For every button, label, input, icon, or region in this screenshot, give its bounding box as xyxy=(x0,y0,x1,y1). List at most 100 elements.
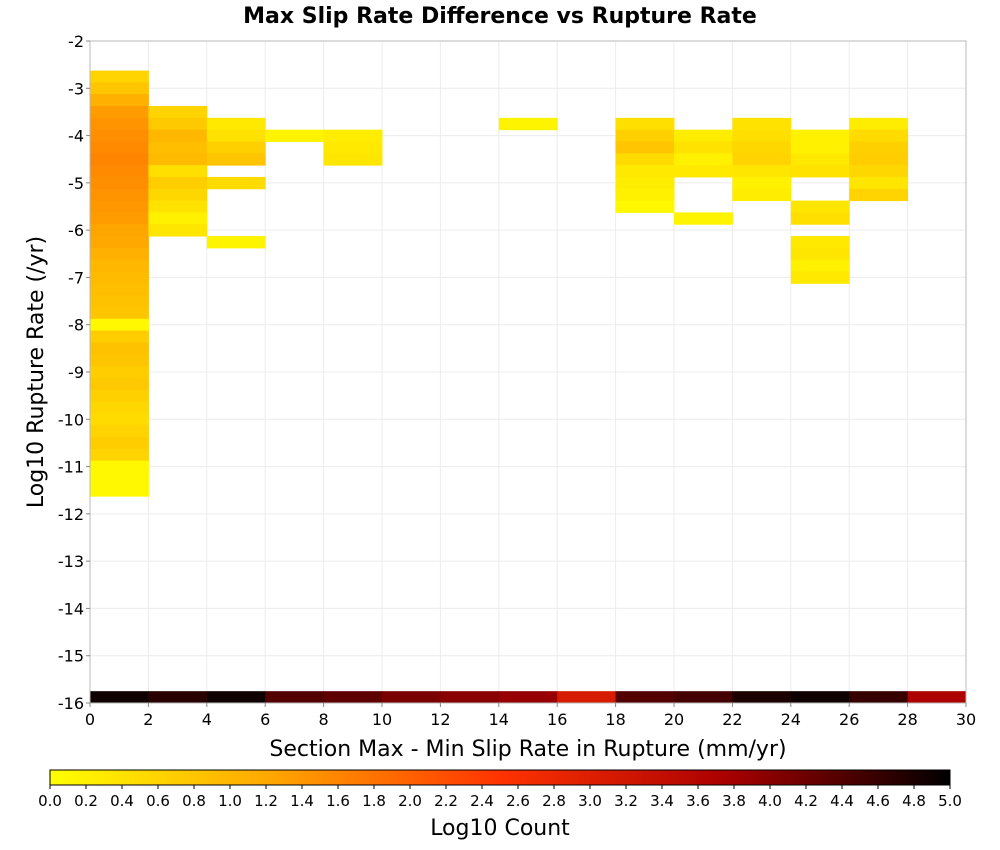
y-tick-label: -15 xyxy=(58,647,84,666)
colorbar-tick-label: 3.4 xyxy=(650,792,674,810)
heatmap-cells xyxy=(90,70,909,497)
heatmap-cell xyxy=(90,82,149,95)
heatmap-cell xyxy=(732,141,792,154)
colorbar-tick-label: 3.2 xyxy=(614,792,638,810)
strip-cell xyxy=(732,691,792,703)
heatmap-cell xyxy=(90,94,149,107)
heatmap-cell xyxy=(674,153,733,166)
y-tick-label: -8 xyxy=(68,316,84,335)
x-tick-labels: 0 2 4 6 8 10 12 14 16 18 20 22 24 26 28 30 xyxy=(85,703,976,729)
heatmap-cell xyxy=(148,224,208,237)
colorbar-tick-label: 4.2 xyxy=(794,792,818,810)
colorbar-tick-label: 2.6 xyxy=(506,792,530,810)
heatmap-cell xyxy=(90,117,149,131)
colorbar xyxy=(49,769,951,786)
heatmap-cell xyxy=(90,448,149,462)
colorbar-tick-label: 1.6 xyxy=(326,792,350,810)
colorbar-tick-label: 1.8 xyxy=(362,792,386,810)
colorbar-tick-label: 3.6 xyxy=(686,792,710,810)
heatmap-cell xyxy=(674,141,733,154)
heatmap-cell xyxy=(90,141,149,154)
colorbar-tick-label: 1.2 xyxy=(254,792,278,810)
chart-title: Max Slip Rate Difference vs Rupture Rate xyxy=(243,4,757,29)
x-tick-label: 18 xyxy=(605,710,625,729)
heatmap-cell xyxy=(90,366,149,379)
strip-cell xyxy=(206,691,266,703)
x-tick-label: 8 xyxy=(319,710,329,729)
heatmap-cell xyxy=(90,176,149,190)
heatmap-cell xyxy=(90,460,149,473)
heatmap-cell xyxy=(90,389,149,403)
heatmap-cell xyxy=(732,188,792,202)
heatmap-cell xyxy=(90,425,149,438)
colorbar-tick-label: 1.0 xyxy=(218,792,242,810)
colorbar-tick-label: 4.6 xyxy=(866,792,890,810)
heatmap-cell xyxy=(90,413,149,426)
heatmap-cell xyxy=(790,247,850,261)
heatmap-cell xyxy=(148,153,208,166)
heatmap-cell xyxy=(90,401,149,414)
colorbar-tick-label: 3.0 xyxy=(578,792,602,810)
colorbar-tick-label: 0.2 xyxy=(74,792,98,810)
y-tick-label: -12 xyxy=(58,505,84,524)
y-tick-label: -14 xyxy=(58,599,84,618)
heatmap-cell xyxy=(90,188,149,202)
heatmap-cell xyxy=(90,354,149,367)
colorbar-tick-label: 2.0 xyxy=(398,792,422,810)
x-tick-label: 16 xyxy=(547,710,567,729)
heatmap-cell xyxy=(615,200,675,213)
heatmap-cell xyxy=(90,259,149,273)
heatmap-cell xyxy=(790,271,850,284)
colorbar-tick-label: 0.6 xyxy=(146,792,170,810)
x-tick-label: 30 xyxy=(956,710,976,729)
heatmap-cell xyxy=(615,176,675,190)
heatmap-cell xyxy=(90,153,149,166)
y-tick-label: -10 xyxy=(58,410,84,429)
heatmap-cell xyxy=(615,188,675,202)
heatmap-cell xyxy=(849,153,909,166)
heatmap-cell xyxy=(206,129,266,142)
heatmap-cell xyxy=(265,129,325,142)
heatmap-cell xyxy=(90,236,149,249)
x-tick-label: 10 xyxy=(372,710,392,729)
colorbar-tick-label: 4.0 xyxy=(758,792,782,810)
heatmap-cell xyxy=(148,141,208,154)
strip-cell xyxy=(440,691,500,703)
heatmap-cell xyxy=(90,318,149,332)
colorbar-tick-label: 0.8 xyxy=(182,792,206,810)
heatmap-cell xyxy=(732,129,792,142)
x-tick-label: 14 xyxy=(489,710,509,729)
y-tick-label: -16 xyxy=(58,694,84,713)
heatmap-cell xyxy=(206,141,266,154)
strip-cell xyxy=(323,691,383,703)
heatmap-cell xyxy=(615,153,675,166)
y-tick-label: -4 xyxy=(68,127,84,146)
heatmap-cell xyxy=(90,484,149,497)
heatmap-cell xyxy=(849,141,909,154)
strip-cell xyxy=(674,691,733,703)
heatmap-cell xyxy=(849,165,909,178)
x-tick-label: 6 xyxy=(260,710,270,729)
strip-cell xyxy=(498,691,558,703)
colorbar-tick-label: 0.0 xyxy=(38,792,62,810)
x-tick-label: 22 xyxy=(722,710,742,729)
colorbar-tick-label: 2.8 xyxy=(542,792,566,810)
heatmap-cell xyxy=(615,141,675,154)
heatmap-cell xyxy=(849,117,909,131)
heatmap-cell xyxy=(790,212,850,225)
heatmap-cell xyxy=(206,117,266,131)
heatmap-cell xyxy=(790,129,850,142)
heatmap-cell xyxy=(615,129,675,142)
colorbar-tick-label: 4.4 xyxy=(830,792,854,810)
heatmap-cell xyxy=(732,176,792,190)
heatmap-cell xyxy=(148,188,208,202)
heatmap-cell xyxy=(90,271,149,284)
heatmap-cell xyxy=(206,176,266,190)
heatmap-cell xyxy=(90,306,149,320)
x-tick-label: 24 xyxy=(781,710,801,729)
heatmap-cell xyxy=(90,342,149,355)
heatmap-cell xyxy=(90,437,149,450)
y-tick-label: -9 xyxy=(68,363,84,382)
strip-cell xyxy=(557,691,617,703)
